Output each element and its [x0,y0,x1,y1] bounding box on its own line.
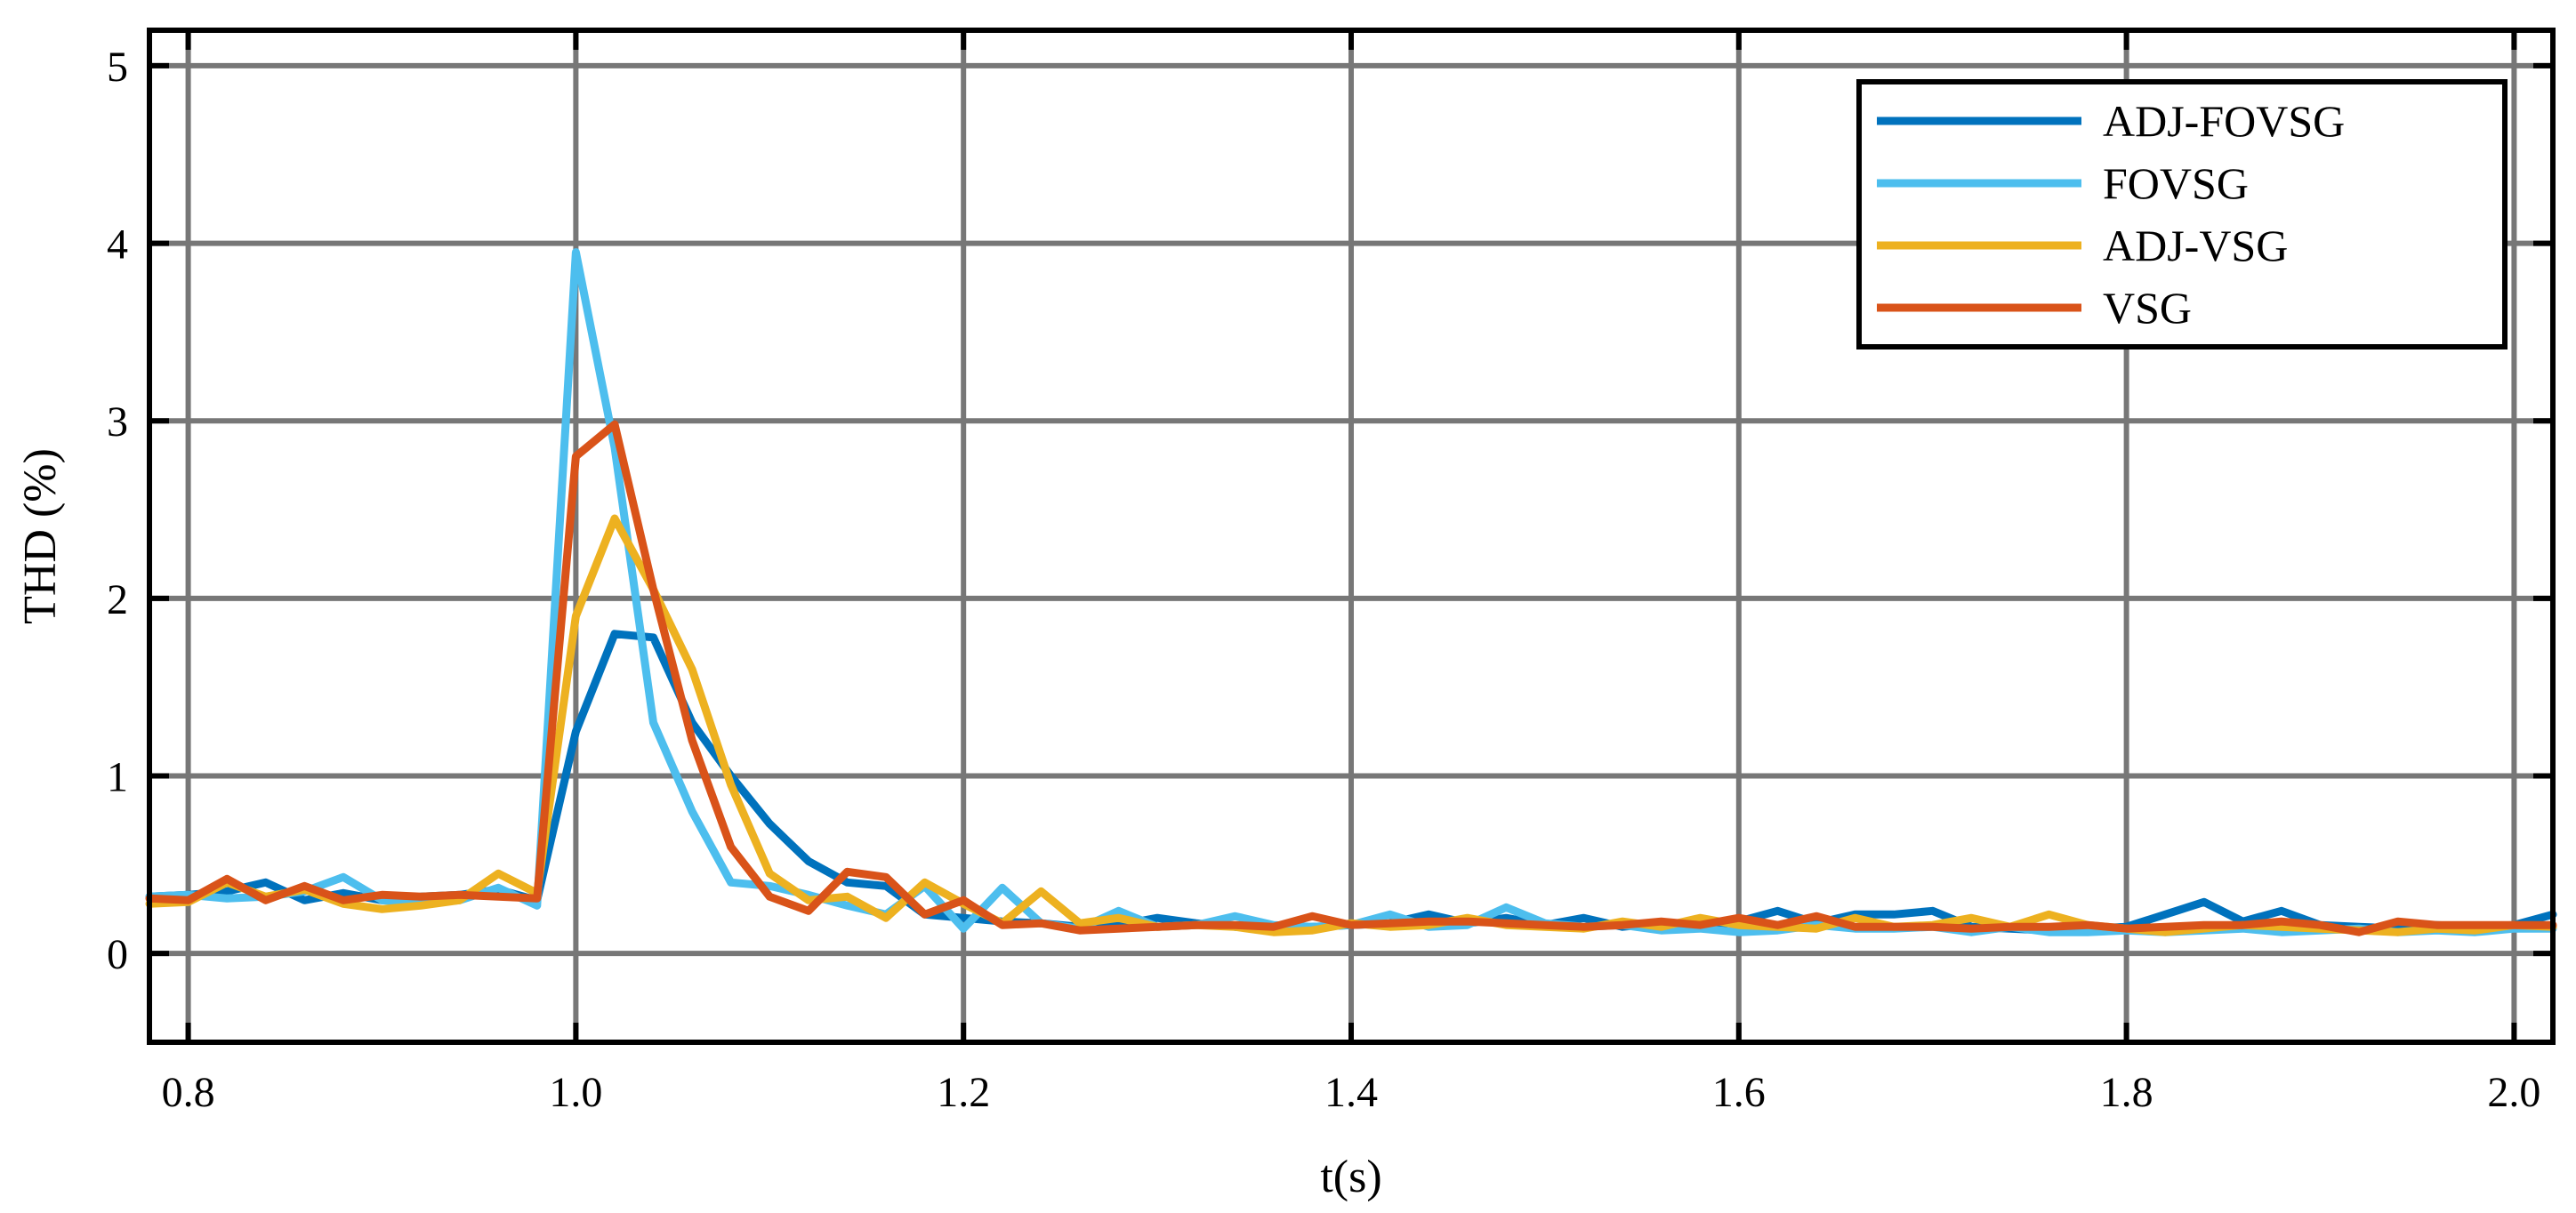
x-tick-label: 2.0 [2487,1069,2540,1116]
x-tick-label: 1.8 [2100,1069,2153,1116]
x-axis-label: t(s) [1320,1152,1381,1202]
legend-label-vsg: VSG [2103,283,2192,333]
tick-marks [149,30,2553,1042]
series-line-vsg [145,420,2557,936]
y-tick-label: 1 [107,754,128,801]
x-tick-label: 1.2 [937,1069,990,1116]
legend-box [1856,79,2508,349]
x-tick-label: 1.4 [1324,1069,1378,1116]
y-tick-label: 3 [107,398,128,446]
y-axis-label: THD (%) [15,448,66,624]
tick-labels: 0.8 1.0 1.2 1.4 1.6 1.8 2.0 0 1 2 3 4 5 [107,44,2540,1116]
y-tick-label: 2 [107,576,128,623]
legend-label-fovsg: FOVSG [2103,158,2249,208]
x-tick-label: 1.6 [1712,1069,1766,1116]
legend: ADJ-FOVSG FOVSG ADJ-VSG VSG [1856,79,2508,349]
legend-label-adj-fovsg: ADJ-FOVSG [2103,96,2345,146]
legend-label-adj-vsg: ADJ-VSG [2103,221,2288,270]
x-tick-label: 1.0 [549,1069,602,1116]
x-tick-label: 0.8 [162,1069,215,1116]
y-tick-label: 4 [107,221,128,269]
series-lines [145,248,2557,936]
y-tick-label: 0 [107,931,128,978]
y-tick-label: 5 [107,44,128,91]
